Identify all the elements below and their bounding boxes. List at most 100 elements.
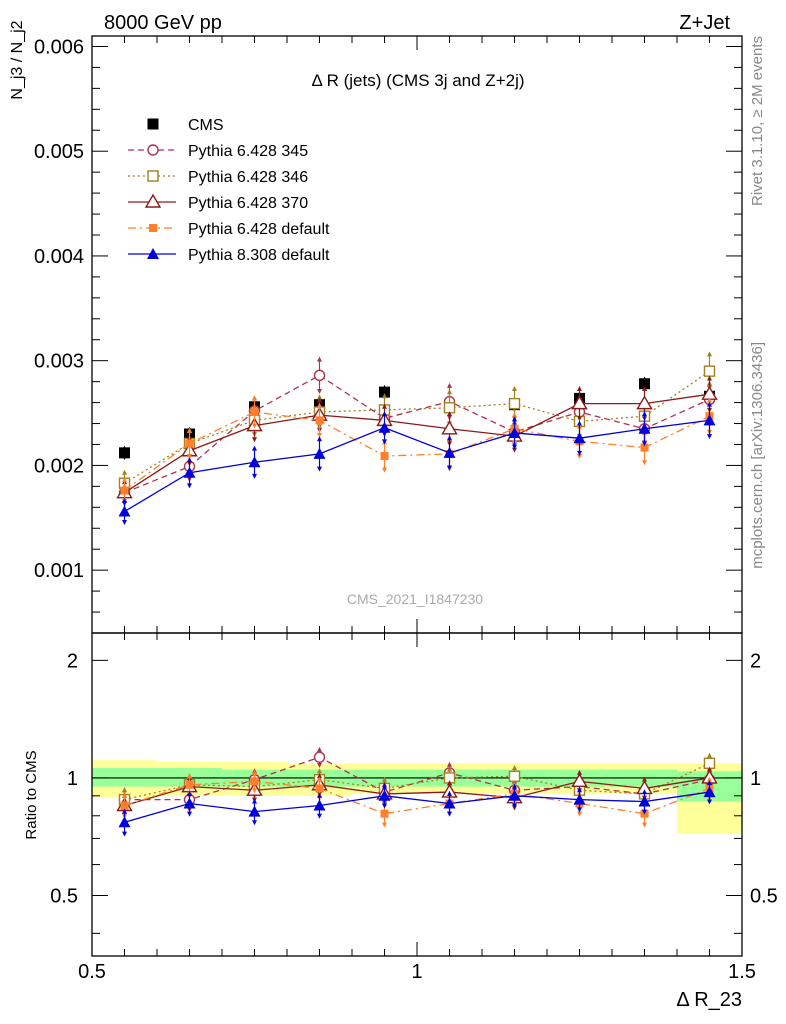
ratio-data-point [443,797,456,809]
main-error-cap [577,385,582,391]
main-error-cap [187,453,192,459]
ratio-error-cap [642,822,647,828]
ratio-error-cap [252,798,257,804]
main-error-cap [447,389,452,395]
main-data-point [638,422,651,434]
main-error-cap [512,447,517,453]
ratio-error-cap [317,792,322,798]
ratio-error-cap [447,811,452,817]
main-data-point [573,432,586,444]
ratio-error-cap [512,803,517,809]
main-error-cap [512,444,517,450]
main-error-cap [447,382,452,388]
main-error-cap [122,477,127,483]
ratio-error-cap [187,811,192,817]
ratio-data-point [313,751,326,763]
ratio-error-cap [577,811,582,817]
main-error-cap [382,403,387,409]
ratio-data-point [703,786,716,798]
ratio-data-point [185,780,194,789]
ratio-data-point [638,795,651,807]
main-data-point [571,395,588,410]
ratio-error-cap [317,776,322,782]
ratio-error-cap [317,762,322,768]
legend-marker [144,193,162,208]
main-series-line-4 [124,411,710,492]
ratio-data-point [315,784,324,793]
main-data-point [380,451,389,460]
main-y-tick-label: 0.004 [34,246,84,268]
legend-label: Pythia 8.308 default [188,247,330,264]
legend-marker [149,224,157,232]
main-error-cap [317,356,322,362]
ratio-error-cap [317,746,322,752]
main-error-cap [317,402,322,408]
main-error-cap [317,433,322,439]
ratio-error-cap [512,765,517,771]
main-error-cap [447,465,452,471]
main-data-point [441,420,458,435]
ratio-error-cap [187,790,192,796]
ratio-data-point [313,799,326,811]
main-data-point [248,456,261,468]
ratio-error-cap [252,820,257,826]
main-error-cap [317,389,322,395]
ratio-error-cap [382,783,387,789]
ratio-error-cap [122,787,127,793]
main-error-cap [707,375,712,381]
main-error-cap [252,473,257,479]
ratio-error-cap [642,776,647,782]
ratio-error-cap [577,787,582,793]
main-error-cap [252,423,257,429]
main-series-line-3 [124,393,710,494]
ratio-error-cap [382,776,387,782]
main-error-cap [187,457,192,463]
legend-marker [147,144,159,156]
ratio-error-cap [707,776,712,782]
main-error-cap [187,483,192,489]
main-data-point [508,397,521,410]
main-data-point [639,378,650,390]
x-axis-label: Δ R_23 [676,989,742,1011]
header-right: Z+Jet [679,12,730,34]
ratio-error-cap [187,773,192,779]
main-y-tick-label: 0.006 [34,36,84,58]
main-data-point [250,408,259,417]
main-data-point [379,386,390,398]
ratio-error-cap [642,789,647,795]
ratio-error-cap [317,768,322,774]
main-y-tick-label: 0.003 [34,351,84,373]
main-series-5 [118,401,716,525]
main-error-cap [642,460,647,466]
main-series-4 [120,395,714,505]
main-data-point [313,447,326,459]
ratio-error-cap [577,807,582,813]
chart-title: Δ R (jets) (CMS 3j and Z+2j) [311,71,524,90]
ratio-series-line-4 [124,791,710,823]
ratio-y-label: Ratio to CMS [23,750,40,839]
ratio-data-point [508,789,521,801]
main-error-cap [577,450,582,456]
ratio-panel-series [116,746,718,837]
main-error-cap [642,385,647,391]
ratio-y-tick-label-right: 2 [750,650,761,672]
ratio-error-cap [317,773,322,779]
main-error-cap [122,498,127,504]
main-error-cap [512,416,517,422]
main-data-point [508,426,521,438]
main-error-cap [707,351,712,357]
main-series-line-1 [124,374,710,494]
main-error-cap [512,385,517,391]
ratio-error-cap [122,792,127,798]
main-error-cap [382,411,387,417]
legend-label: CMS [188,117,224,134]
ratio-error-cap [707,799,712,805]
main-error-cap [577,416,582,422]
main-data-point [636,395,653,410]
legend-label: Pythia 6.428 346 [188,169,308,186]
main-series-line-2 [124,370,710,484]
main-data-point [185,439,194,448]
main-data-point [703,365,716,377]
main-error-cap [187,427,192,433]
main-y-tick-label: 0.005 [34,141,84,163]
